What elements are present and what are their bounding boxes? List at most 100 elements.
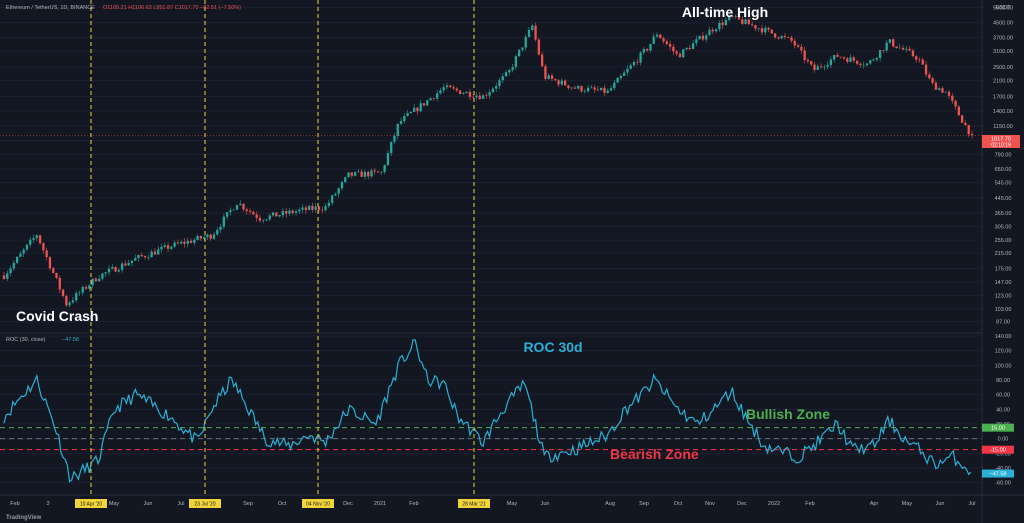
bearish-zone-label: Bearish Zone xyxy=(610,446,699,462)
roc-tick-label: -40.00 xyxy=(995,466,1011,472)
candle-body xyxy=(422,103,426,106)
candle-body xyxy=(931,78,934,83)
candle-body xyxy=(242,203,245,210)
candle-body xyxy=(970,134,974,136)
candle-body xyxy=(330,195,334,203)
roc-tick-label: 100.00 xyxy=(995,363,1012,369)
candle-body xyxy=(741,19,744,24)
candle-body xyxy=(248,210,252,212)
price-currency: USDT xyxy=(996,5,1012,11)
candle-body xyxy=(268,215,271,220)
candle-body xyxy=(668,44,672,47)
candle-body xyxy=(38,235,42,244)
candle-body xyxy=(540,54,544,67)
bull-level-tag xyxy=(982,423,1014,432)
candle-body xyxy=(88,285,91,289)
current-price-value: 1017.70 xyxy=(991,137,1011,143)
candle-body xyxy=(442,87,445,91)
candle-body xyxy=(783,36,787,38)
candle-body xyxy=(613,82,616,89)
candle-body xyxy=(806,59,810,62)
candle-body xyxy=(915,56,918,60)
candle-body xyxy=(449,85,452,88)
candle-body xyxy=(826,65,829,67)
roc-indicator-value: −47.58 xyxy=(62,337,79,343)
roc-tick-label: 40.00 xyxy=(996,407,1010,413)
candle-body xyxy=(117,270,120,272)
candle-body xyxy=(649,43,652,51)
candle-body xyxy=(573,87,577,89)
candle-body xyxy=(390,141,393,154)
candle-body xyxy=(160,246,163,250)
candle-body xyxy=(603,87,606,93)
candle-body xyxy=(271,212,275,216)
candle-body xyxy=(321,209,324,211)
candle-body xyxy=(134,258,137,261)
candle-body xyxy=(796,45,800,47)
time-tick-label: May xyxy=(507,501,518,507)
candle-body xyxy=(760,28,764,33)
candle-body xyxy=(698,35,701,40)
candle-body xyxy=(419,103,422,112)
date-marker-label: 10 Apr '20 xyxy=(80,502,103,508)
candle-body xyxy=(714,29,718,32)
candle-body xyxy=(452,87,455,89)
ohlc-values: O1105.21 H1106.63 L951.87 C1017.70 −82.5… xyxy=(103,5,241,11)
candle-body xyxy=(934,82,938,90)
candle-body xyxy=(911,50,915,57)
candle-body xyxy=(885,42,888,51)
candle-body xyxy=(258,217,262,221)
date-marker-lines xyxy=(90,0,475,495)
candle-body xyxy=(905,48,908,50)
candle-body xyxy=(547,75,550,79)
candle-body xyxy=(68,302,71,306)
candle-body xyxy=(71,300,75,303)
candle-body xyxy=(317,206,321,210)
candle-body xyxy=(593,87,596,90)
candle-body xyxy=(803,50,806,60)
candle-body xyxy=(458,90,462,95)
time-tick-label: Feb xyxy=(409,501,418,507)
candle-body xyxy=(882,50,885,51)
candle-body xyxy=(767,27,770,30)
candle-body xyxy=(777,37,780,39)
candle-body xyxy=(557,80,560,85)
candle-body xyxy=(235,204,239,210)
time-tick-label: May xyxy=(902,501,913,507)
candle-body xyxy=(426,100,429,106)
candle-body xyxy=(203,237,206,239)
candle-body xyxy=(6,273,9,279)
candle-body xyxy=(383,165,386,173)
candle-body xyxy=(495,86,498,89)
candle-body xyxy=(787,37,790,38)
candle-body xyxy=(163,245,166,247)
date-marker-label: 23 Jul '20 xyxy=(194,502,215,508)
candle-body xyxy=(225,212,229,217)
candle-body xyxy=(895,46,898,49)
candle-body xyxy=(357,171,360,173)
time-tick-label: Sep xyxy=(639,501,649,507)
candle-body xyxy=(416,107,419,112)
candle-body xyxy=(941,88,944,93)
candle-body xyxy=(55,272,58,278)
candle-body xyxy=(193,239,196,243)
candle-body xyxy=(15,256,19,263)
candle-body xyxy=(947,91,951,96)
price-tick-label: 215.00 xyxy=(995,251,1012,257)
candle-body xyxy=(137,255,140,259)
candle-body xyxy=(527,29,531,37)
candle-body xyxy=(626,68,629,73)
candle-body xyxy=(94,278,98,282)
current-price-tag xyxy=(982,135,1020,148)
roc-axis: 140.00120.00100.0080.0060.0040.0020.000.… xyxy=(982,334,1014,487)
candle-body xyxy=(61,289,65,297)
candle-body xyxy=(600,87,603,91)
candle-body xyxy=(294,211,298,214)
candle-body xyxy=(166,245,170,249)
time-tick-label: Feb xyxy=(10,501,19,507)
price-tick-label: 87.00 xyxy=(996,320,1010,326)
candle-body xyxy=(511,67,514,70)
candle-body xyxy=(481,95,485,99)
candle-body xyxy=(705,35,708,40)
candle-body xyxy=(308,205,311,211)
